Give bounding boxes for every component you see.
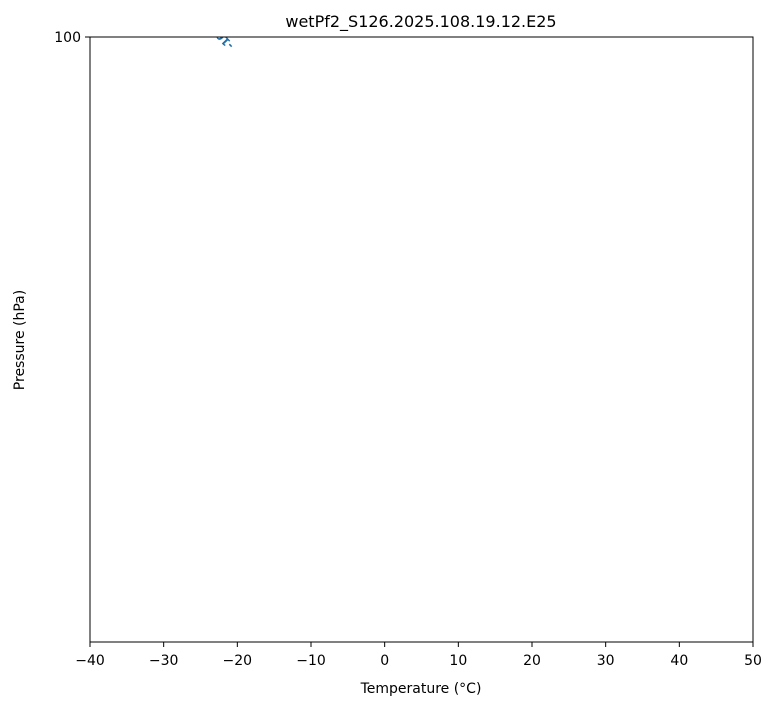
- x-tick-label: −10: [296, 653, 326, 669]
- x-tick-label: 20: [523, 653, 541, 669]
- x-tick-label: 10: [449, 653, 467, 669]
- x-tick-label: −40: [75, 653, 105, 669]
- y-tick-label: 100: [54, 30, 81, 46]
- y-axis: 1000900800700600500400300200100: [54, 30, 90, 46]
- x-tick-label: 50: [744, 653, 762, 669]
- x-axis: −40 −30 −20 −10 0 10 20 30 40 50: [75, 642, 762, 669]
- plot-frame: [89, 36, 754, 643]
- x-tick-label: −30: [149, 653, 179, 669]
- x-tick-label: 0: [380, 653, 389, 669]
- chart-title: wetPf2_S126.2025.108.19.12.E25: [285, 12, 556, 32]
- x-tick-label: 30: [597, 653, 615, 669]
- x-axis-title: Temperature (°C): [360, 681, 482, 697]
- x-tick-label: 40: [670, 653, 688, 669]
- y-axis-title: Pressure (hPa): [12, 290, 28, 390]
- x-tick-label: −20: [223, 653, 253, 669]
